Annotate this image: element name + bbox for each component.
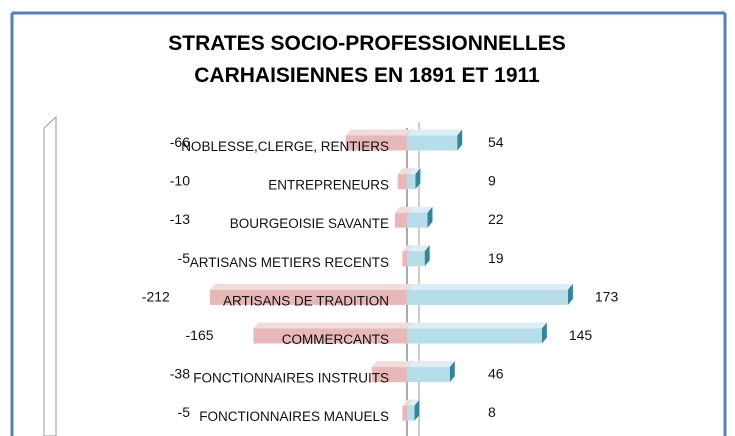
bar-1891-6-front-face — [371, 367, 407, 383]
value-label-1911-3: 19 — [488, 250, 504, 266]
bar-1911-7-side-face — [414, 399, 420, 421]
value-label-1891-5: -165 — [186, 327, 214, 343]
value-label-1891-3: -5 — [178, 250, 191, 266]
value-label-1891-0: -66 — [170, 134, 190, 150]
bar-1891-6-top-face — [371, 361, 412, 368]
category-label-2: BOURGEOISIE SAVANTE — [230, 216, 389, 231]
bar-1891-5-top-face — [253, 322, 412, 329]
bar-1911-0-side-face — [457, 129, 463, 151]
category-label-1: ENTREPRENEURS — [268, 178, 389, 193]
bar-1891-2-top-face — [394, 206, 412, 213]
bar-1911-1-front-face — [407, 174, 416, 190]
value-label-1891-6: -38 — [170, 366, 190, 382]
bar-1911-5 — [407, 322, 547, 344]
bar-1911-2-top-face — [407, 206, 433, 213]
bar-1911-3-front-face — [407, 251, 425, 267]
bar-1911-5-top-face — [407, 322, 547, 329]
bar-1891-5-front-face — [253, 328, 407, 344]
bar-1911-3 — [407, 245, 430, 267]
plot-side-wall — [43, 115, 57, 436]
bar-1911-1-side-face — [415, 168, 421, 190]
bar-1891-3-top-face — [402, 245, 412, 252]
bar-1891-0-top-face — [345, 129, 412, 136]
value-label-1891-4: -212 — [142, 288, 170, 304]
category-label-7: FONCTIONNAIRES MANUELS — [199, 409, 389, 424]
labels-layer: NOBLESSE,CLERGE, RENTIERS-66 54 ENTREPRENE… — [142, 134, 619, 424]
value-label-1911-4: 173 — [595, 288, 619, 304]
value-label-1891-7: -5 — [178, 404, 191, 420]
value-label-1891-1: -10 — [170, 173, 190, 189]
bar-1891-1-top-face — [397, 168, 412, 175]
value-label-1911-0: 54 — [488, 134, 504, 150]
bar-1891-2-front-face — [394, 212, 407, 228]
value-label-1911-7: 8 — [488, 404, 496, 420]
bar-1911-5-front-face — [407, 328, 542, 344]
bar-1891-7-front-face — [402, 405, 407, 421]
value-label-1891-2: -13 — [170, 211, 190, 227]
bar-1911-7 — [407, 399, 420, 421]
bar-1911-0-top-face — [407, 129, 463, 136]
bar-1911-4-side-face — [567, 283, 573, 305]
bar-1911-6-front-face — [407, 367, 450, 383]
bar-1911-1 — [407, 168, 421, 190]
bar-1911-6 — [407, 361, 455, 383]
category-label-0: NOBLESSE,CLERGE, RENTIERS — [181, 139, 389, 154]
bar-1911-7-front-face — [407, 405, 415, 421]
bar-1911-2-side-face — [427, 206, 433, 228]
category-label-4: ARTISANS DE TRADITION — [223, 293, 389, 308]
chart-title-line-2: CARHAISIENNES EN 1891 ET 1911 — [194, 64, 540, 87]
bar-1911-4-top-face — [407, 283, 573, 290]
bar-1891-3-front-face — [402, 251, 407, 267]
bar-1911-7-top-face — [407, 399, 420, 406]
value-label-1911-6: 46 — [488, 366, 504, 382]
bar-1911-0-front-face — [407, 135, 458, 151]
bar-1891-0-front-face — [345, 135, 407, 151]
bar-1911-3-side-face — [424, 245, 430, 267]
bar-1891-4-front-face — [209, 289, 407, 305]
bar-1891-4-top-face — [209, 283, 412, 290]
bar-1911-0 — [407, 129, 463, 151]
bars-layer — [209, 122, 573, 436]
value-label-1911-5: 145 — [569, 327, 593, 343]
value-label-1911-2: 22 — [488, 211, 504, 227]
bar-1911-6-side-face — [449, 361, 455, 383]
value-label-1911-1: 9 — [488, 173, 496, 189]
bar-1911-5-side-face — [541, 322, 547, 344]
bar-1911-2 — [407, 206, 433, 228]
bar-1891-5 — [253, 322, 412, 344]
bar-1911-1-top-face — [407, 168, 421, 175]
category-label-6: FONCTIONNAIRES INSTRUITS — [193, 371, 389, 386]
bar-1891-1-front-face — [397, 174, 407, 190]
bar-1891-7-top-face — [402, 399, 412, 406]
category-label-5: COMMERCANTS — [282, 332, 389, 347]
bar-1911-4-front-face — [407, 289, 568, 305]
bar-1911-3-top-face — [407, 245, 430, 252]
category-label-3: ARTISANS METIERS RECENTS — [190, 255, 389, 270]
chart-title-line-1: STRATES SOCIO-PROFESSIONNELLES — [168, 32, 565, 55]
bar-1911-2-front-face — [407, 212, 428, 228]
bar-1911-6-top-face — [407, 361, 455, 368]
bar-1911-4 — [407, 283, 573, 305]
